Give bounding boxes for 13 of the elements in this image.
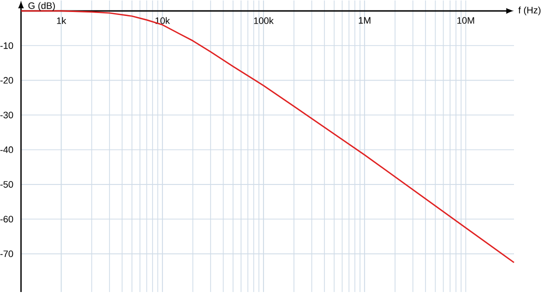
y-tick-label: -20 xyxy=(0,77,14,84)
x-tick-label: 100k xyxy=(254,17,274,24)
y-tick-label: -40 xyxy=(0,146,14,154)
y-tick-label: -70 xyxy=(0,250,14,258)
x-axis-title: f (Hz) xyxy=(518,6,540,16)
x-tick-label: 1k xyxy=(57,17,66,24)
y-tick-label: -10 xyxy=(0,42,14,49)
y-tick-label: -60 xyxy=(0,216,14,222)
y-tick-label: -50 xyxy=(0,181,14,188)
x-tick-label: 10M xyxy=(457,17,474,24)
y-axis-title: G (dB) xyxy=(28,2,55,11)
x-tick-label: 1M xyxy=(358,17,370,24)
y-tick-label: -30 xyxy=(0,112,14,118)
